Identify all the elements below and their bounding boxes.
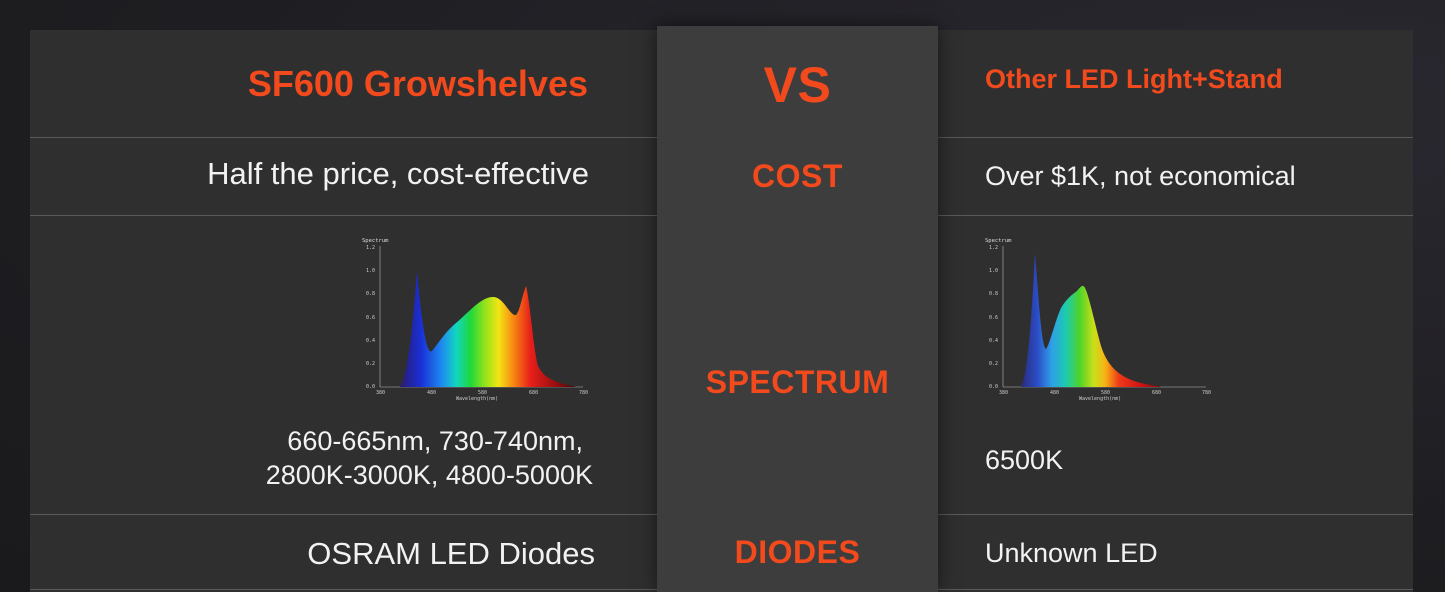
spectrum-chart-title: Spectrum (362, 238, 389, 244)
y-tick-label: 1.0 (366, 268, 375, 274)
x-axis-label: Wavelength(nm) (456, 396, 498, 402)
right-column-panel (938, 30, 1413, 592)
spectrum-label: SPECTRUM (705, 364, 890, 400)
cost-right-text: Over $1K, not economical (985, 161, 1296, 191)
cost-left-text: Half the price, cost-effective (207, 156, 589, 191)
diodes-label: DIODES (734, 534, 861, 570)
x-tick-label: 380 (999, 390, 1008, 396)
diodes-left-text: OSRAM LED Diodes (307, 536, 595, 571)
left-column-panel (30, 30, 657, 592)
spectrum-chart-left: Spectrum 1.2 1.0 0.8 0.6 0.4 0.2 0.0 380… (362, 236, 597, 411)
spectrum-left-line2: 2800K-3000K, 4800-5000K (265, 460, 593, 490)
x-tick-label: 580 (1101, 390, 1110, 396)
x-tick-label: 480 (427, 390, 436, 396)
y-tick-label: 0.8 (366, 291, 375, 297)
y-tick-label: 0.4 (366, 338, 375, 344)
spectrum-chart-title: Spectrum (985, 238, 1012, 244)
diodes-right-text: Unknown LED (985, 538, 1158, 568)
x-tick-label: 380 (376, 390, 385, 396)
y-tick-label: 0.0 (366, 384, 375, 390)
y-tick-label: 1.2 (989, 245, 998, 251)
right-column-title: Other LED Light+Stand (985, 64, 1283, 94)
y-tick-label: 0.8 (989, 291, 998, 297)
x-tick-label: 680 (1152, 390, 1161, 396)
center-column-panel (657, 26, 938, 592)
y-tick-label: 1.0 (989, 268, 998, 274)
y-tick-label: 0.2 (366, 361, 375, 367)
y-tick-label: 1.2 (366, 245, 375, 251)
spectrum-left-line1: 660-665nm, 730-740nm, (287, 426, 583, 456)
left-column-title: SF600 Growshelves (247, 63, 588, 104)
vs-label: VS (763, 57, 832, 113)
x-tick-label: 780 (1202, 390, 1211, 396)
x-tick-label: 680 (529, 390, 538, 396)
y-tick-label: 0.2 (989, 361, 998, 367)
spectrum-chart-right: Spectrum 1.2 1.0 0.8 0.6 0.4 0.2 0.0 380… (985, 236, 1220, 411)
x-axis-label: Wavelength(nm) (1079, 396, 1121, 402)
x-tick-label: 780 (579, 390, 588, 396)
y-tick-label: 0.6 (989, 315, 998, 321)
x-tick-label: 480 (1050, 390, 1059, 396)
cost-label: COST (752, 158, 843, 194)
x-tick-label: 580 (478, 390, 487, 396)
y-tick-label: 0.6 (366, 315, 375, 321)
spectrum-right-text: 6500K (985, 445, 1064, 475)
y-tick-label: 0.0 (989, 384, 998, 390)
y-tick-label: 0.4 (989, 338, 998, 344)
